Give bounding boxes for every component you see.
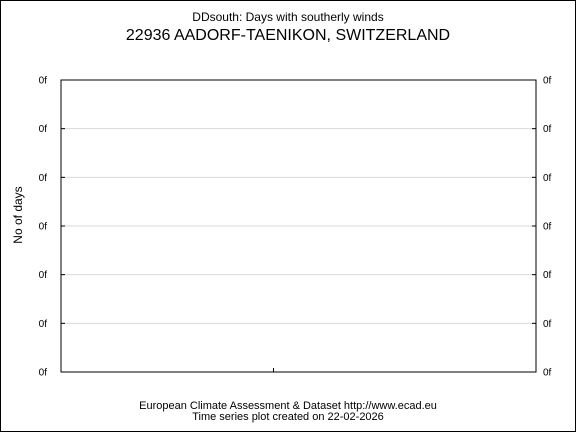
y-tick-label-left: 0f <box>39 270 48 281</box>
y-tick-label-left: 0f <box>39 368 48 379</box>
y-tick-label-left: 0f <box>39 124 48 135</box>
chart-title: 22936 AADORF-TAENIKON, SWITZERLAND <box>125 27 451 44</box>
y-tick-label-left: 0f <box>39 76 48 87</box>
y-tick-label-right: 0f <box>543 368 552 379</box>
y-tick-label-left: 0f <box>39 222 48 233</box>
chart-subtitle: DDsouth: Days with southerly winds <box>192 10 384 24</box>
y-tick-label-right: 0f <box>543 270 552 281</box>
y-tick-label-right: 0f <box>543 124 552 135</box>
y-tick-label-right: 0f <box>543 76 552 87</box>
y-tick-label-left: 0f <box>39 173 48 184</box>
y-tick-label-right: 0f <box>543 222 552 233</box>
footer-created: Time series plot created on 22-02-2026 <box>192 411 384 423</box>
y-tick-label-right: 0f <box>543 319 552 330</box>
footer-source: European Climate Assessment & Dataset ht… <box>139 400 437 412</box>
y-tick-label-right: 0f <box>543 173 552 184</box>
y-tick-label-left: 0f <box>39 319 48 330</box>
